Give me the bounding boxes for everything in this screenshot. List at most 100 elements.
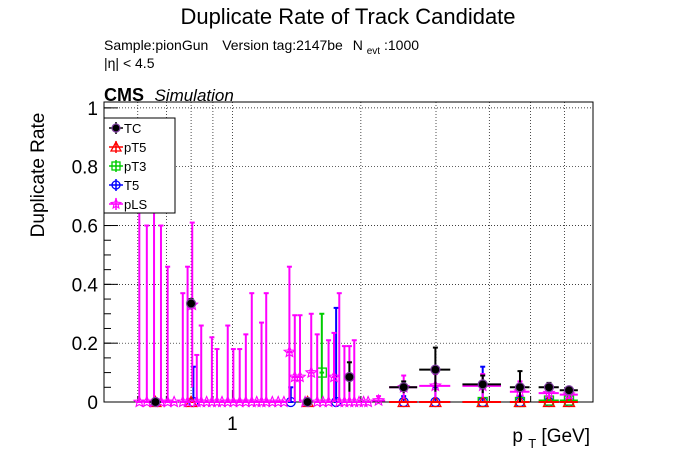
data-point <box>140 224 154 408</box>
data-point <box>277 395 291 408</box>
axes: 1 0 0.2 0.4 0.6 0.8 1 <box>72 99 594 435</box>
marker-filled-circle <box>514 382 526 393</box>
y-axis-label: Duplicate Rate <box>28 113 49 238</box>
y-tick-label: 0 <box>87 393 98 414</box>
data-point <box>194 324 208 408</box>
x-axis-label-unit: [GeV] <box>541 426 590 447</box>
marker-open-triangle <box>542 395 556 408</box>
data-point <box>302 396 313 408</box>
data-point <box>245 292 259 408</box>
data-point <box>233 348 247 408</box>
data-point <box>389 380 418 394</box>
marker-filled-circle <box>344 371 355 383</box>
data-point <box>462 395 501 408</box>
data-point <box>462 374 501 394</box>
data-point <box>259 292 273 408</box>
data-point <box>327 331 341 402</box>
data-point <box>344 361 355 392</box>
marker-open-triangle <box>476 395 490 408</box>
series-tc <box>149 298 578 408</box>
data-point <box>304 312 318 402</box>
y-tick-label: 0.2 <box>72 334 98 355</box>
marker-open-triangle <box>513 395 527 408</box>
data-point <box>221 324 235 408</box>
data-point <box>559 385 578 396</box>
marker-open-triangle <box>109 140 123 152</box>
marker-filled-circle <box>398 382 409 393</box>
chart-title: Duplicate Rate of Track Candidate <box>180 4 515 29</box>
marker-filled-circle <box>302 396 313 408</box>
y-tick-label: 0.8 <box>72 158 98 179</box>
marker-open-star <box>293 370 307 383</box>
data-point <box>226 348 240 408</box>
data-point <box>419 395 451 408</box>
legend-label: T5 <box>124 178 139 193</box>
y-tick-label: 0.6 <box>72 217 98 238</box>
marker-open-star <box>542 386 556 399</box>
info-version: Version tag:2147be <box>222 37 343 53</box>
data-point <box>185 298 197 309</box>
data-point <box>419 346 451 392</box>
marker-open-square <box>111 161 121 171</box>
marker-open-star <box>357 395 371 408</box>
marker-open-star <box>371 393 386 407</box>
info-nevt-sub: evt <box>367 46 381 57</box>
marker-filled-circle <box>563 385 575 396</box>
data-point <box>538 381 559 393</box>
marker-filled-circle <box>430 364 441 375</box>
legend-label: pT5 <box>124 140 146 155</box>
marker-open-star <box>321 395 336 408</box>
data-point <box>149 396 161 408</box>
data-point <box>371 393 386 407</box>
data-point <box>316 312 327 402</box>
info-nevt-label: N <box>353 37 363 53</box>
legend-entry-pt5: pT5 <box>109 140 146 155</box>
x-axis-label-sub: T <box>528 436 536 451</box>
legend-label: TC <box>124 121 141 136</box>
y-tick-label: 0.4 <box>72 275 99 296</box>
series-pls <box>132 153 578 408</box>
data-marks <box>132 153 578 408</box>
legend-entry-t5: T5 <box>109 178 139 193</box>
marker-open-triangle <box>562 395 576 408</box>
cms-sublabel: Simulation <box>154 86 233 105</box>
x-axis-label-main: p <box>512 426 523 447</box>
cms-label-group: CMS Simulation <box>104 85 234 105</box>
data-point <box>389 395 418 408</box>
legend-entry-tc: TC <box>109 121 141 136</box>
data-point <box>176 292 190 408</box>
data-point <box>559 395 578 408</box>
info-sample-text: Sample:pionGun Version tag:2147be N evt … <box>104 37 419 57</box>
info-nevt-value: :1000 <box>384 37 419 53</box>
marker-open-triangle <box>428 395 442 408</box>
info-eta: |η| < 4.5 <box>104 55 155 71</box>
marker-open-circle <box>111 180 121 190</box>
marker-filled-circle <box>477 379 488 390</box>
marker-open-star <box>327 370 341 383</box>
x-tick-label: 1 <box>227 414 238 435</box>
y-tick-label: 1 <box>87 99 98 120</box>
data-point <box>154 224 168 408</box>
legend: TC pT5 pT3 T5 pLS <box>103 117 176 214</box>
legend-entry-pt3: pT3 <box>109 159 146 174</box>
marker-open-star <box>282 345 296 358</box>
x-axis-label: p T [GeV] <box>512 426 590 453</box>
data-point <box>161 265 175 408</box>
marker-open-triangle <box>397 395 411 408</box>
data-point <box>509 370 530 402</box>
data-point <box>239 333 253 408</box>
marker-open-star <box>304 365 318 379</box>
marker-filled-circle <box>185 298 197 309</box>
data-point <box>293 314 307 402</box>
data-point <box>205 336 219 408</box>
legend-entry-pls: pLS <box>109 197 147 212</box>
data-point <box>282 265 296 402</box>
marker-filled-circle <box>111 123 121 133</box>
marker-open-star <box>109 197 123 210</box>
data-point <box>181 265 195 408</box>
data-point <box>321 339 336 408</box>
data-point <box>538 395 559 408</box>
info-sample: Sample:pionGun <box>104 37 208 53</box>
marker-filled-circle <box>150 396 161 408</box>
